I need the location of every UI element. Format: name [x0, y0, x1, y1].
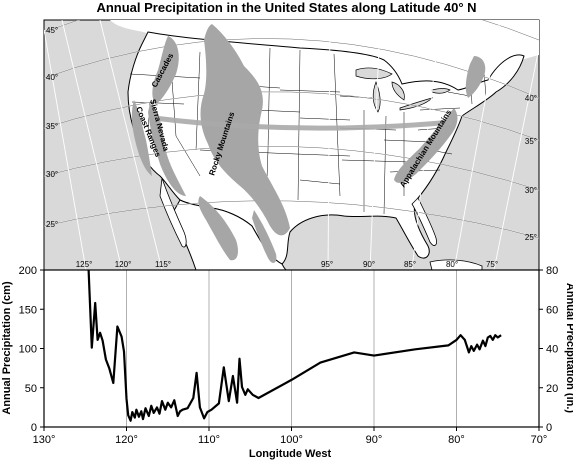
map-lat-label-left: 25° [46, 220, 58, 229]
x-tick-label: 120° [115, 434, 138, 446]
x-tick-label: 90° [366, 434, 383, 446]
lake-superior [355, 67, 393, 80]
y-right-tick-label: 0 [546, 422, 552, 434]
cascades-range [152, 36, 179, 104]
map-lon-label: 120° [115, 260, 132, 269]
y-right-axis-label: Annual Precipitation (in.) [564, 283, 573, 414]
map-lat-label-left: 45° [46, 26, 58, 35]
y-right-tick-label: 40 [546, 344, 558, 356]
map-lat-label-right: 25° [525, 233, 537, 242]
x-tick-label: 80° [448, 434, 465, 446]
precipitation-series-line [87, 269, 502, 422]
map-lon-label: 125° [76, 260, 93, 269]
coast-ranges [131, 100, 152, 176]
x-tick-label: 70° [531, 434, 548, 446]
northern-appalachians [465, 56, 486, 98]
x-axis-ticks: 130° 120° 110° 100° 90° 80° 70° [33, 427, 548, 446]
map-lat-label-right: 35° [525, 137, 537, 146]
y-right-tick-label: 60 [546, 304, 558, 316]
x-axis-label: Longitude West [249, 448, 332, 460]
x-tick-label: 100° [280, 434, 303, 446]
lake-erie [399, 97, 434, 111]
x-tick-label: 110° [198, 434, 220, 446]
y-left-tick-label: 0 [31, 422, 37, 434]
map-lat-label-left: 30° [46, 170, 58, 179]
y-left-tick-label: 150 [19, 304, 37, 316]
map-lon-label: 95° [321, 260, 333, 269]
sierra-madre-east [252, 210, 277, 263]
y-left-axis-ticks: 0 50 100 150 200 [19, 265, 44, 434]
lake-ontario [431, 88, 451, 94]
y-right-axis-ticks: 0 20 40 60 80 [539, 265, 558, 434]
mountain-ranges [131, 24, 486, 263]
cuba [429, 259, 483, 270]
appalachian-range [394, 108, 458, 183]
latitude-40n-band [153, 115, 453, 131]
y-left-tick-label: 100 [19, 344, 37, 356]
y-right-tick-label: 20 [546, 383, 558, 395]
lake-huron [391, 81, 405, 101]
florida-peninsula [411, 197, 437, 246]
map-lon-label: 80° [446, 260, 458, 269]
map-lat-label-right: 40° [525, 94, 537, 103]
y-left-axis-label: Annual Precipitation (cm) [1, 281, 13, 415]
map-lat-label-right: 30° [525, 186, 537, 195]
map-lat-label-left: 40° [46, 73, 58, 82]
y-left-tick-label: 50 [25, 383, 37, 395]
map-lon-label: 90° [363, 260, 375, 269]
baja-california [159, 177, 187, 248]
chart-gridlines [126, 270, 457, 427]
y-left-tick-label: 200 [19, 265, 37, 277]
sierra-madre-west [198, 196, 238, 261]
y-right-tick-label: 80 [546, 265, 558, 277]
sierra-nevada-range [148, 104, 186, 196]
map-lon-label: 115° [155, 260, 171, 269]
map-lat-label-left: 35° [46, 122, 58, 131]
x-tick-label: 130° [33, 434, 56, 446]
chart-title: Annual Precipitation in the United State… [96, 0, 477, 15]
us-precipitation-map: 45° 40° 35° 30° 25° 40° 35° 30° 25° 125°… [43, 19, 540, 271]
map-lon-label: 75° [486, 260, 498, 269]
map-lon-label: 85° [404, 260, 416, 269]
rocky-mountains-range [200, 24, 290, 236]
